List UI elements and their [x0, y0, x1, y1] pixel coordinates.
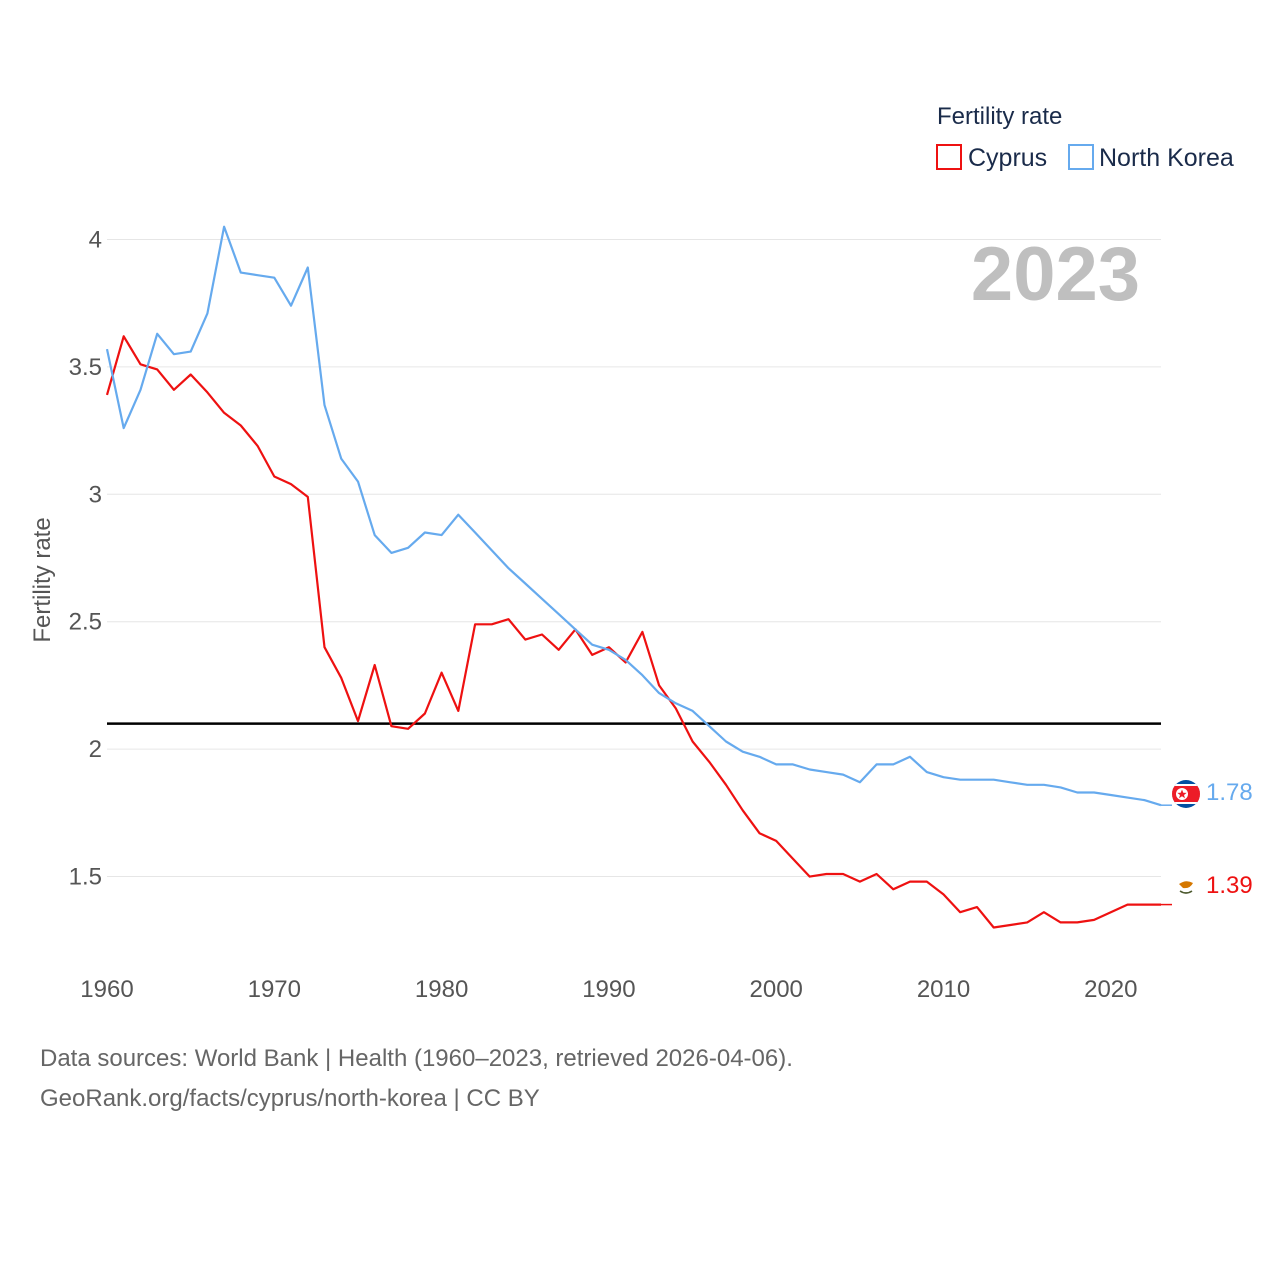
legend-item-cyprus[interactable]: Cyprus	[936, 144, 1047, 172]
x-tick-label: 2010	[917, 976, 970, 1003]
end-label-north-korea: 1.78	[1172, 779, 1253, 808]
legend-label-north-korea: North Korea	[1099, 144, 1234, 172]
x-tick-label: 1990	[582, 976, 635, 1003]
gridlines	[107, 238, 1161, 878]
y-tick-label: 3	[89, 481, 102, 508]
x-tick-label: 1980	[415, 976, 468, 1003]
x-tick-label: 1960	[80, 976, 133, 1003]
legend: Fertility rate Cyprus North Korea	[936, 103, 1234, 172]
axes: 1.5 2 2.5 3 3.5 4 1960 1970 1980 1990 2000 2010 2020	[69, 226, 1138, 1003]
cyprus-flag-icon	[1172, 873, 1200, 901]
legend-title: Fertility rate	[937, 103, 1062, 130]
end-value-cyprus: 1.39	[1206, 872, 1253, 899]
x-tick-label: 1970	[248, 976, 301, 1003]
y-tick-label: 1.5	[69, 864, 102, 891]
legend-label-cyprus: Cyprus	[968, 144, 1047, 172]
y-axis-title: Fertility rate	[29, 517, 56, 642]
series-line-cyprus	[105, 335, 1161, 929]
legend-item-north-korea[interactable]: North Korea	[1068, 144, 1234, 172]
y-tick-label: 3.5	[69, 354, 102, 381]
legend-swatch-cyprus	[936, 144, 962, 170]
series-lines	[105, 225, 1172, 929]
x-tick-label: 2020	[1084, 976, 1137, 1003]
end-value-north-korea: 1.78	[1206, 779, 1253, 806]
fertility-rate-chart: 1.5 2 2.5 3 3.5 4 1960 1970 1980 1990 2000 2010 2020…	[29, 103, 1253, 1003]
current-year-label: 2023	[971, 232, 1140, 317]
x-tick-label: 2000	[750, 976, 803, 1003]
credit-link[interactable]: GeoRank.org/facts/cyprus/north-korea | C…	[40, 1085, 540, 1112]
y-tick-label: 2.5	[69, 609, 102, 636]
end-label-cyprus: 1.39	[1172, 872, 1253, 901]
series-line-north-korea	[105, 225, 1162, 807]
legend-swatch-north-korea	[1068, 144, 1094, 170]
y-tick-label: 4	[89, 226, 102, 253]
data-sources-note: Data sources: World Bank | Health (1960–…	[40, 1045, 793, 1072]
north-korea-flag-icon	[1172, 780, 1200, 808]
y-tick-label: 2	[89, 736, 102, 763]
